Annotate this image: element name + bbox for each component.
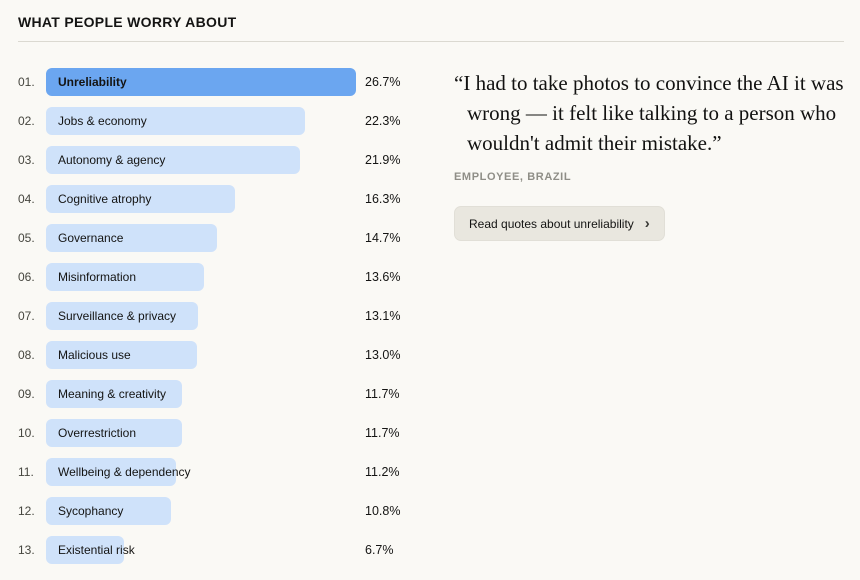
read-quotes-button[interactable]: Read quotes about unreliability › bbox=[454, 206, 665, 242]
rank-label: 10. bbox=[18, 426, 35, 440]
rank-label: 09. bbox=[18, 387, 35, 401]
worry-bar-chart: 01. Unreliability 26.7% 02. Jobs & econo… bbox=[18, 68, 422, 575]
chart-row: 05. Governance 14.7% bbox=[18, 224, 422, 252]
quote-attribution: EMPLOYEE, BRAZIL bbox=[454, 171, 572, 184]
category-bar[interactable]: Wellbeing & dependency bbox=[46, 458, 191, 486]
bar-track: Governance bbox=[46, 224, 356, 252]
bar-track: Surveillance & privacy bbox=[46, 302, 356, 330]
chart-row: 03. Autonomy & agency 21.9% bbox=[18, 146, 422, 174]
bar-label: Existential risk bbox=[58, 543, 135, 557]
category-bar[interactable]: Overrestriction bbox=[46, 419, 182, 447]
rank-label: 13. bbox=[18, 543, 35, 557]
value-label: 13.6% bbox=[365, 270, 401, 284]
value-label: 16.3% bbox=[365, 192, 401, 206]
category-bar[interactable]: Autonomy & agency bbox=[46, 146, 301, 174]
bar-track: Unreliability bbox=[46, 68, 356, 96]
divider bbox=[18, 41, 844, 42]
bar-track: Sycophancy bbox=[46, 497, 356, 525]
category-bar[interactable]: Malicious use bbox=[46, 341, 197, 369]
page-title: WHAT PEOPLE WORRY ABOUT bbox=[18, 14, 237, 30]
chart-row: 07. Surveillance & privacy 13.1% bbox=[18, 302, 422, 330]
rank-label: 08. bbox=[18, 348, 35, 362]
bar-track: Wellbeing & dependency bbox=[46, 458, 356, 486]
bar-track: Existential risk bbox=[46, 536, 356, 564]
chevron-right-icon: › bbox=[644, 215, 650, 233]
bar-track: Meaning & creativity bbox=[46, 380, 356, 408]
quote-text: “I had to take photos to convince the AI… bbox=[454, 71, 844, 155]
category-bar[interactable]: Existential risk bbox=[46, 536, 135, 564]
rank-label: 04. bbox=[18, 192, 35, 206]
value-label: 11.7% bbox=[365, 387, 400, 401]
rank-label: 01. bbox=[18, 75, 35, 89]
content: 01. Unreliability 26.7% 02. Jobs & econo… bbox=[18, 68, 844, 575]
bar-track: Jobs & economy bbox=[46, 107, 356, 135]
bar-track: Overrestriction bbox=[46, 419, 356, 447]
chart-row: 09. Meaning & creativity 11.7% bbox=[18, 380, 422, 408]
category-bar[interactable]: Sycophancy bbox=[46, 497, 172, 525]
value-label: 21.9% bbox=[365, 153, 401, 167]
category-bar[interactable]: Meaning & creativity bbox=[46, 380, 182, 408]
read-quotes-button-label: Read quotes about unreliability bbox=[469, 216, 634, 231]
value-label: 11.2% bbox=[365, 465, 400, 479]
value-label: 6.7% bbox=[365, 543, 394, 557]
bar-label: Sycophancy bbox=[58, 504, 124, 518]
bar-label: Cognitive atrophy bbox=[58, 192, 152, 206]
category-bar[interactable]: Cognitive atrophy bbox=[46, 185, 236, 213]
bar-label: Unreliability bbox=[58, 75, 127, 89]
category-bar[interactable]: Governance bbox=[46, 224, 217, 252]
value-label: 14.7% bbox=[365, 231, 401, 245]
bar-track: Misinformation bbox=[46, 263, 356, 291]
chart-row: 06. Misinformation 13.6% bbox=[18, 263, 422, 291]
bar-label: Meaning & creativity bbox=[58, 387, 167, 401]
chart-row: 02. Jobs & economy 22.3% bbox=[18, 107, 422, 135]
bar-track: Cognitive atrophy bbox=[46, 185, 356, 213]
rank-label: 07. bbox=[18, 309, 35, 323]
chart-row: 11. Wellbeing & dependency 11.2% bbox=[18, 458, 422, 486]
bar-label: Wellbeing & dependency bbox=[58, 465, 191, 479]
value-label: 13.0% bbox=[365, 348, 401, 362]
bar-label: Malicious use bbox=[58, 348, 131, 362]
category-bar[interactable]: Unreliability bbox=[46, 68, 356, 96]
value-label: 13.1% bbox=[365, 309, 401, 323]
category-bar[interactable]: Surveillance & privacy bbox=[46, 302, 199, 330]
chart-row: 13. Existential risk 6.7% bbox=[18, 536, 422, 564]
bar-label: Governance bbox=[58, 231, 124, 245]
value-label: 26.7% bbox=[365, 75, 401, 89]
category-bar[interactable]: Misinformation bbox=[46, 263, 204, 291]
chart-row: 08. Malicious use 13.0% bbox=[18, 341, 422, 369]
rank-label: 05. bbox=[18, 231, 35, 245]
chart-row: 12. Sycophancy 10.8% bbox=[18, 497, 422, 525]
value-label: 22.3% bbox=[365, 114, 401, 128]
bar-label: Surveillance & privacy bbox=[58, 309, 177, 323]
bar-track: Autonomy & agency bbox=[46, 146, 356, 174]
chart-row: 10. Overrestriction 11.7% bbox=[18, 419, 422, 447]
chart-row: 01. Unreliability 26.7% bbox=[18, 68, 422, 96]
bar-label: Jobs & economy bbox=[58, 114, 147, 128]
bar-track: Malicious use bbox=[46, 341, 356, 369]
value-label: 11.7% bbox=[365, 426, 400, 440]
category-bar[interactable]: Jobs & economy bbox=[46, 107, 305, 135]
rank-label: 11. bbox=[18, 465, 34, 479]
rank-label: 02. bbox=[18, 114, 35, 128]
rank-label: 06. bbox=[18, 270, 35, 284]
chart-row: 04. Cognitive atrophy 16.3% bbox=[18, 185, 422, 213]
bar-label: Autonomy & agency bbox=[58, 153, 166, 167]
bar-label: Misinformation bbox=[58, 270, 137, 284]
value-label: 10.8% bbox=[365, 504, 401, 518]
rank-label: 03. bbox=[18, 153, 35, 167]
bar-label: Overrestriction bbox=[58, 426, 137, 440]
rank-label: 12. bbox=[18, 504, 35, 518]
quote-panel: “I had to take photos to convince the AI… bbox=[454, 68, 844, 575]
